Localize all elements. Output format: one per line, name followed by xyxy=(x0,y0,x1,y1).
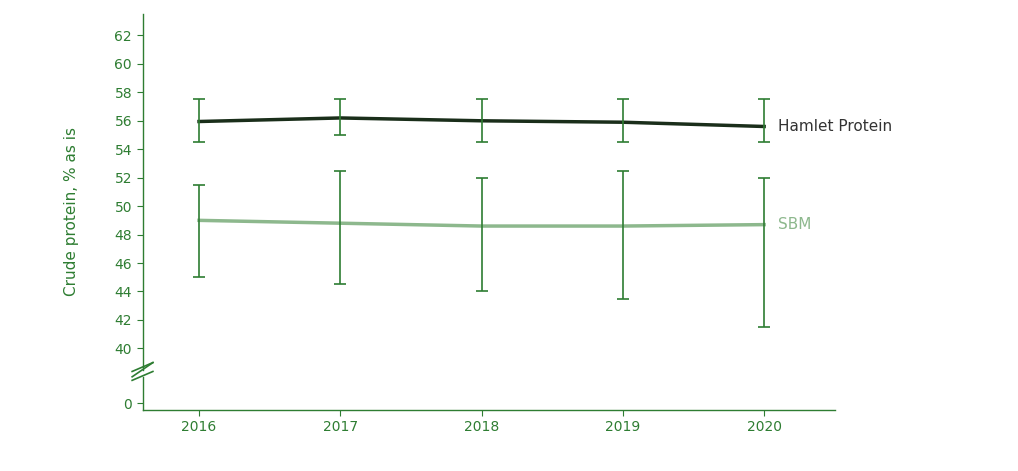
Text: Crude protein, % as is: Crude protein, % as is xyxy=(64,128,78,296)
Text: Hamlet Protein: Hamlet Protein xyxy=(778,119,892,134)
Text: SBM: SBM xyxy=(778,217,811,232)
